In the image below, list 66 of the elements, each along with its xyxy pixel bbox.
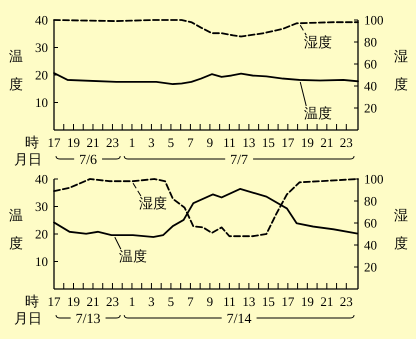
y2-tick-label: 40 — [364, 238, 377, 252]
y-tick-label: 20 — [35, 226, 48, 242]
y-tick-label: 30 — [35, 199, 48, 214]
y2-tick-label: 20 — [364, 100, 377, 116]
x-tick-label: 17 — [281, 135, 295, 150]
text: 7/14 — [226, 312, 252, 327]
x-tick-label: 21 — [86, 294, 100, 309]
y-tick-label: 40 — [35, 172, 48, 186]
x-tick-label: 11 — [223, 135, 236, 150]
y2-axis-title: 湿度 — [394, 208, 408, 252]
x-tick-label: 23 — [106, 294, 119, 309]
x-tick-label: 19 — [66, 294, 80, 309]
x-tick-label: 23 — [106, 135, 119, 150]
text: 7/7 — [230, 153, 248, 168]
legend-label: 湿度 — [304, 35, 332, 52]
text: 月日 — [14, 312, 42, 327]
y-axis-title: 温度 — [9, 49, 23, 93]
x-tick-label: 5 — [168, 135, 174, 150]
x-tick-label: 7 — [187, 294, 194, 309]
text: 月日 — [14, 153, 42, 168]
x-tick-label: 9 — [206, 294, 214, 309]
x-tick-label: 3 — [148, 294, 155, 309]
x-tick-label: 19 — [300, 294, 314, 309]
x-tick-label: 3 — [148, 135, 155, 150]
y-tick-label: 40 — [35, 12, 48, 28]
y2-tick-label: 80 — [364, 34, 377, 50]
x-tick-label: 21 — [86, 135, 100, 150]
x-tick-label: 11 — [223, 294, 236, 309]
x-tick-label: 21 — [320, 135, 334, 150]
x-tick-label: 17 — [281, 294, 295, 309]
legend-label: 温度 — [304, 106, 332, 122]
x-tick-label: 1 — [128, 135, 136, 150]
x-tick-label: 7 — [187, 135, 194, 150]
x-tick-label: 23 — [340, 294, 353, 309]
x-tick-label: 1 — [128, 294, 136, 309]
x-tick-label: 19 — [66, 135, 80, 150]
x-tick-label: 13 — [242, 135, 256, 150]
y2-tick-label: 80 — [364, 194, 377, 208]
x-tick-label: 15 — [262, 294, 275, 309]
x-tick-label: 15 — [262, 135, 275, 150]
x-tick-label: 19 — [300, 135, 314, 150]
legend-label: 温度 — [118, 249, 147, 266]
text: 7/6 — [79, 153, 98, 168]
x-tick-label: 5 — [168, 294, 174, 309]
y-tick-label: 10 — [35, 95, 48, 110]
x-axis-title: 時 — [25, 135, 39, 151]
y2-axis-title: 湿度 — [394, 49, 408, 93]
y-axis-title: 温度 — [9, 208, 23, 252]
y2-tick-label: 40 — [364, 78, 377, 94]
y2-tick-label: 60 — [364, 216, 377, 230]
y-tick-label: 10 — [35, 254, 48, 269]
x-tick-label: 13 — [242, 294, 256, 309]
x-axis-title: 時 — [25, 294, 39, 310]
x-tick-label: 23 — [340, 135, 353, 150]
x-tick-label: 17 — [48, 294, 61, 309]
y-tick-label: 30 — [35, 40, 48, 55]
y2-tick-label: 20 — [364, 260, 377, 274]
legend-label: 湿度 — [139, 196, 168, 212]
x-tick-label: 9 — [206, 135, 214, 150]
y2-tick-label: 100 — [364, 12, 384, 28]
y2-tick-label: 100 — [364, 172, 384, 186]
x-tick-label: 17 — [48, 135, 61, 150]
y-tick-label: 20 — [35, 68, 48, 82]
text: 7/13 — [76, 312, 101, 327]
x-tick-label: 21 — [320, 294, 334, 309]
y2-tick-label: 60 — [364, 56, 377, 72]
